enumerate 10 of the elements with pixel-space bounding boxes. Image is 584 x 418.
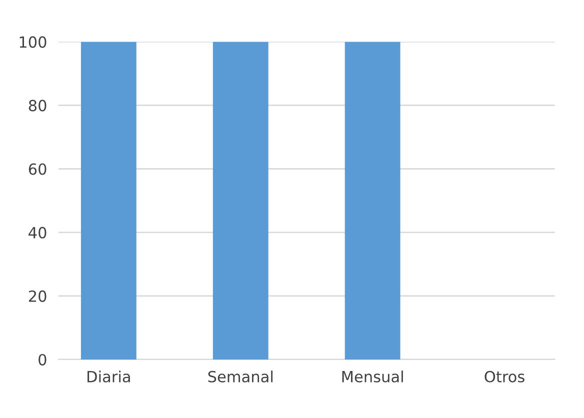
y-tick-label: 40 xyxy=(28,226,46,238)
x-tick-label: Diaria xyxy=(88,370,130,382)
y-tick-label: 80 xyxy=(28,100,46,112)
y-tick-label: 20 xyxy=(28,290,46,302)
x-tick-label: Mensual xyxy=(342,370,403,382)
y-tick-label: 100 xyxy=(20,36,46,48)
y-tick-label: 0 xyxy=(38,354,46,366)
x-tick-label: Semanal xyxy=(208,370,273,382)
y-tick-label: 60 xyxy=(28,163,46,175)
x-tick-label: Otros xyxy=(484,370,524,382)
